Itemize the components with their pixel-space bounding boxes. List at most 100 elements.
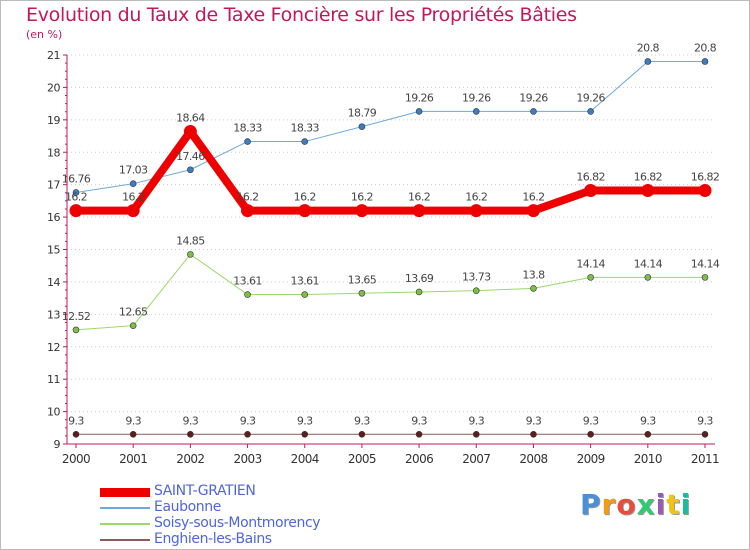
data-point — [472, 108, 480, 115]
data-label: 9.3 — [697, 414, 713, 427]
data-point — [469, 204, 483, 218]
legend-item: Eaubonne — [100, 499, 360, 516]
data-label: 16.2 — [236, 191, 258, 204]
series-line-saint-gratien — [72, 127, 709, 215]
data-point — [587, 274, 594, 281]
data-label: 18.33 — [290, 122, 319, 135]
y-tick-label: 19 — [47, 114, 60, 127]
grid-lines — [67, 54, 715, 445]
data-point — [701, 58, 709, 65]
data-label: 16.82 — [691, 171, 720, 184]
x-tick-label: 2001 — [119, 452, 147, 466]
data-point — [358, 289, 366, 297]
data-point — [584, 184, 598, 198]
x-tick-label: 2009 — [577, 452, 605, 466]
x-tick-label: 2005 — [348, 452, 376, 466]
data-label: 16.2 — [122, 191, 144, 204]
data-point — [472, 287, 480, 294]
logo-letter: x — [636, 488, 656, 521]
x-tick-label: 2008 — [519, 452, 547, 466]
axes — [63, 54, 715, 448]
data-point — [644, 58, 652, 65]
data-label: 16.2 — [465, 191, 487, 204]
data-point — [187, 166, 194, 174]
data-point — [244, 430, 251, 438]
legend-swatch — [100, 539, 150, 541]
data-label: 13.73 — [462, 271, 491, 284]
data-label: 13.8 — [522, 268, 545, 281]
data-point — [415, 288, 423, 296]
series-line-soisy-sous-montmorency — [75, 253, 706, 331]
legend: SAINT-GRATIEN Eaubonne Soisy-sous-Montmore… — [100, 483, 360, 548]
logo-letter: i — [680, 488, 692, 521]
data-point — [183, 125, 197, 139]
data-label: 16.2 — [408, 191, 430, 204]
data-point — [701, 430, 709, 438]
data-label: 12.52 — [62, 310, 91, 323]
data-point — [412, 204, 426, 218]
x-tick-label: 2007 — [462, 452, 490, 466]
chart-title: Evolution du Taux de Taxe Foncière sur l… — [26, 4, 577, 26]
data-label: 9.3 — [240, 414, 256, 427]
data-label: 13.65 — [348, 273, 377, 286]
data-point — [126, 204, 140, 218]
data-point — [641, 184, 655, 198]
data-label: 19.26 — [405, 91, 434, 104]
data-label: 14.14 — [691, 257, 720, 270]
data-label: 17.46 — [176, 150, 205, 163]
data-point — [587, 430, 594, 438]
data-point — [244, 291, 251, 298]
data-label: 18.33 — [233, 122, 262, 135]
legend-item: Enghien-les-Bains — [100, 531, 360, 548]
y-tick-label: 18 — [47, 146, 60, 159]
series-line-eaubonne — [75, 60, 706, 193]
data-label: 9.3 — [411, 414, 427, 427]
data-label: 9.3 — [354, 414, 370, 427]
data-label: 19.26 — [576, 91, 605, 104]
y-tick-label: 20 — [47, 81, 60, 94]
data-point — [72, 189, 80, 196]
data-point — [187, 251, 194, 258]
data-label: 16.82 — [576, 171, 605, 184]
x-tick-label: 2011 — [691, 452, 719, 466]
data-label: 13.61 — [290, 275, 319, 288]
data-point — [241, 204, 255, 218]
data-label: 9.3 — [125, 414, 141, 427]
data-point — [701, 274, 709, 281]
data-label: 16.76 — [62, 172, 91, 185]
data-label: 13.61 — [233, 275, 262, 288]
data-label: 9.3 — [468, 414, 484, 427]
y-tick-label: 11 — [47, 373, 60, 386]
data-label: 12.65 — [119, 306, 148, 319]
proxiti-logo: Proxiti — [580, 488, 691, 521]
data-point — [644, 274, 652, 281]
data-label: 14.85 — [176, 234, 205, 247]
data-point — [187, 430, 194, 438]
data-point — [301, 138, 309, 145]
data-point — [526, 204, 540, 218]
legend-label: Enghien-les-Bains — [154, 531, 272, 547]
data-point — [415, 430, 423, 438]
x-tick-label: 2006 — [405, 452, 433, 466]
legend-swatch — [100, 507, 150, 509]
line-chart: 9 10 11 12 13 14 15 16 17 18 19 20 21 2000 2001 2002 200… — [47, 41, 721, 466]
data-labels: 16.76 17.03 17.46 18.33 18.33 18.79 19.26 19.26… — [62, 41, 721, 427]
data-label: 9.3 — [640, 414, 656, 427]
logo-letter: o — [616, 488, 637, 521]
data-point — [644, 430, 652, 438]
x-tick-label: 2010 — [634, 452, 662, 466]
data-label: 9.3 — [526, 414, 542, 427]
data-label: 16.2 — [294, 191, 316, 204]
logo-letter: r — [601, 488, 617, 521]
data-label: 9.3 — [297, 414, 313, 427]
y-tick-label: 15 — [47, 244, 60, 257]
y-tick-label: 21 — [47, 49, 60, 62]
data-point — [298, 204, 312, 218]
data-point — [587, 108, 594, 115]
legend-label: Eaubonne — [154, 499, 221, 515]
unit-label: (en %) — [26, 28, 63, 41]
data-point — [415, 108, 423, 115]
x-tick-label: 2002 — [176, 452, 204, 466]
series-group — [69, 58, 712, 438]
